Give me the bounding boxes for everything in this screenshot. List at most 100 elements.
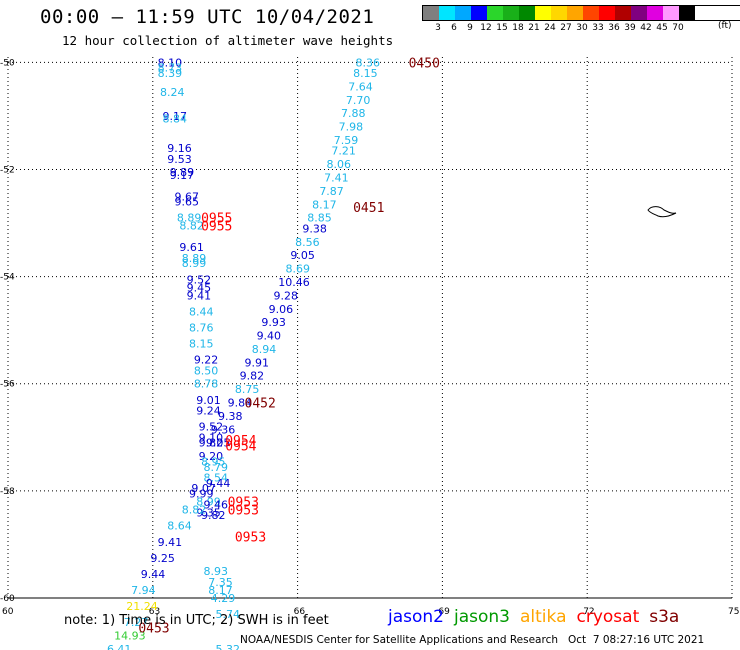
swh-value-label: 9.99 (189, 488, 214, 501)
colorbar-label: 12 (480, 23, 492, 33)
colorbar-label: 70 (672, 23, 684, 33)
swh-value-label: 8.79 (203, 461, 228, 474)
colorbar-label: 18 (512, 23, 524, 33)
swh-value-label: 9.41 (187, 289, 212, 302)
colorbar-swatches (422, 5, 740, 21)
swh-value-label: 9.38 (302, 222, 327, 235)
swh-value-label: 7.88 (341, 107, 366, 120)
y-tick-label: -60 (0, 594, 15, 604)
chart-subtitle: 12 hour collection of altimeter wave hei… (62, 33, 394, 48)
swh-value-label: 7.27 (124, 616, 149, 629)
swh-value-label: 5.74 (216, 608, 241, 621)
swh-value-label: 7.41 (324, 172, 349, 185)
pass-time-label: 0954 (225, 434, 256, 449)
swh-value-label: 9.25 (150, 552, 175, 565)
swh-value-label: 8.56 (295, 236, 320, 249)
swh-value-label: 8.76 (189, 322, 214, 335)
swh-value-label: 9.16 (167, 142, 192, 155)
colorbar-label: 3 (435, 23, 441, 33)
swh-value-label: 9.40 (257, 330, 282, 343)
colorbar-swatch (503, 6, 519, 20)
colorbar-swatch (487, 6, 503, 20)
mission-altika: altika (520, 607, 567, 627)
swh-value-label: 9.65 (175, 196, 200, 209)
pass-time-label: 0453 (138, 621, 169, 636)
swh-value-label: 9.52 (187, 273, 212, 286)
swh-value-label: 6.41 (107, 643, 131, 650)
swh-value-label: 8.36 (356, 56, 381, 69)
colorbar-swatch (615, 6, 631, 20)
colorbar-swatch (663, 6, 679, 20)
pass-time-label: 0452 (245, 396, 276, 411)
swh-value-label: 7.70 (346, 94, 371, 107)
time-labels: 0450045104520453095509550954095409530953… (138, 56, 440, 636)
swh-value-label: 21.24 (126, 600, 157, 613)
swh-value-label: 9.05 (290, 249, 315, 262)
swh-value-label: 8.89 (177, 212, 202, 225)
swh-value-label: 8.44 (189, 305, 214, 318)
swh-value-label: 8.15 (189, 338, 214, 351)
colorbar-label: 30 (576, 23, 588, 33)
swh-value-label: 14.93 (114, 629, 146, 642)
swh-value-label: 9.44 (141, 568, 166, 581)
swh-value-label: 8.64 (167, 520, 192, 533)
data-points: 8.368.157.647.707.887.987.597.218.067.41… (107, 56, 380, 650)
swh-value-label: 7.21 (331, 145, 356, 158)
swh-value-label: 4.29 (211, 592, 236, 605)
swh-value-label: 9.46 (203, 498, 228, 511)
mission-jason2: jason2 (388, 607, 444, 627)
colorbar-swatch (567, 6, 583, 20)
swh-value-label: 8.95 (201, 455, 226, 468)
swh-value-label: 8.73 (158, 62, 183, 75)
x-tick-label: 66 (294, 607, 306, 617)
swh-value-label: 7.64 (348, 80, 373, 93)
swh-value-label: 8.17 (208, 584, 233, 597)
swh-value-label: 9.06 (269, 303, 294, 316)
swh-value-label: 9.93 (261, 316, 286, 329)
y-tick-label: -52 (0, 165, 15, 175)
swh-value-label: 9.17 (170, 169, 195, 182)
colorbar-labels: 3 6 9 12 15 18 21 24 27 30 33 36 39 42 45 70 (422, 21, 740, 35)
pass-time-label: 0953 (235, 530, 266, 545)
swh-value-label: 9.35 (196, 506, 221, 519)
swh-value-label: 9.22 (194, 354, 219, 367)
colorbar-label: 27 (560, 23, 572, 33)
y-tick-label: -58 (0, 487, 15, 497)
swh-value-label: 9.61 (179, 241, 204, 254)
swh-value-label: 8.24 (160, 86, 185, 99)
swh-value-label: 7.59 (334, 134, 359, 147)
colorbar-swatch (599, 6, 615, 20)
swh-value-label: 9.84 (228, 396, 253, 409)
x-tick-label: 63 (149, 607, 160, 617)
swh-value-label: 8.82 (179, 220, 204, 233)
swh-value-label: 10.46 (278, 276, 310, 289)
swh-value-label: 9.05 (206, 437, 231, 450)
tick-labels: 60 63 66 69 72 75 -50 -52 -54 -56 -58 -60 (0, 58, 739, 617)
swh-value-label: 9.28 (273, 289, 298, 302)
pass-time-label: 0450 (409, 56, 440, 71)
colorbar-swatch (439, 6, 455, 20)
swh-value-label: 8.89 (182, 252, 207, 265)
pass-time-label: 0955 (201, 212, 232, 227)
colorbar-label: 45 (656, 23, 668, 33)
swh-value-label: 8.93 (203, 565, 228, 578)
swh-value-label: 9.82 (201, 509, 226, 522)
colorbar-swatch (535, 6, 551, 20)
colorbar-label: 36 (608, 23, 620, 33)
colorbar-label: 9 (467, 23, 473, 33)
y-tick-label: -54 (0, 273, 15, 283)
swh-value-label: 9.41 (158, 536, 183, 549)
swh-value-label: 8.17 (312, 198, 337, 211)
colorbar-swatch (679, 6, 695, 20)
swh-value-label: 8.99 (182, 257, 207, 270)
swh-value-label: 8.84 (162, 113, 187, 126)
swh-value-label: 9.24 (196, 405, 221, 418)
colorbar-swatch (519, 6, 535, 20)
mission-legend: jason2 jason3 altika cryosat s3a (388, 607, 689, 627)
x-tick-label: 75 (728, 607, 739, 617)
colorbar-swatch (647, 6, 663, 20)
pass-time-label: 0954 (225, 439, 256, 454)
colorbar-swatch (583, 6, 599, 20)
swh-value-label: 9.67 (175, 190, 200, 203)
swh-value-label: 7.94 (131, 584, 156, 597)
